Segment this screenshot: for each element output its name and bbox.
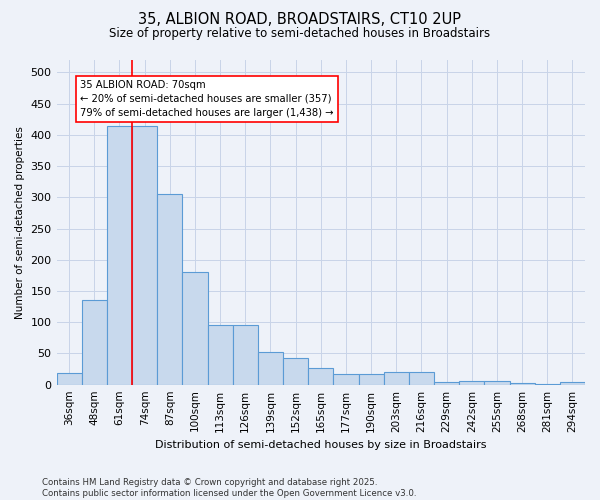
Text: 35, ALBION ROAD, BROADSTAIRS, CT10 2UP: 35, ALBION ROAD, BROADSTAIRS, CT10 2UP	[139, 12, 461, 28]
X-axis label: Distribution of semi-detached houses by size in Broadstairs: Distribution of semi-detached houses by …	[155, 440, 487, 450]
Bar	[132, 126, 157, 384]
Text: Size of property relative to semi-detached houses in Broadstairs: Size of property relative to semi-detach…	[109, 28, 491, 40]
Bar	[82, 300, 107, 384]
Text: 35 ALBION ROAD: 70sqm
← 20% of semi-detached houses are smaller (357)
79% of sem: 35 ALBION ROAD: 70sqm ← 20% of semi-deta…	[80, 80, 334, 118]
Bar	[383, 372, 409, 384]
Bar	[359, 374, 383, 384]
Bar	[459, 381, 484, 384]
Bar	[233, 324, 258, 384]
Text: Contains HM Land Registry data © Crown copyright and database right 2025.
Contai: Contains HM Land Registry data © Crown c…	[42, 478, 416, 498]
Bar	[258, 352, 283, 384]
Bar	[56, 374, 82, 384]
Bar	[484, 381, 509, 384]
Y-axis label: Number of semi-detached properties: Number of semi-detached properties	[15, 126, 25, 319]
Bar	[208, 324, 233, 384]
Bar	[182, 272, 208, 384]
Bar	[560, 382, 585, 384]
Bar	[334, 374, 359, 384]
Bar	[409, 372, 434, 384]
Bar	[308, 368, 334, 384]
Bar	[283, 358, 308, 384]
Bar	[434, 382, 459, 384]
Bar	[107, 126, 132, 384]
Bar	[157, 194, 182, 384]
